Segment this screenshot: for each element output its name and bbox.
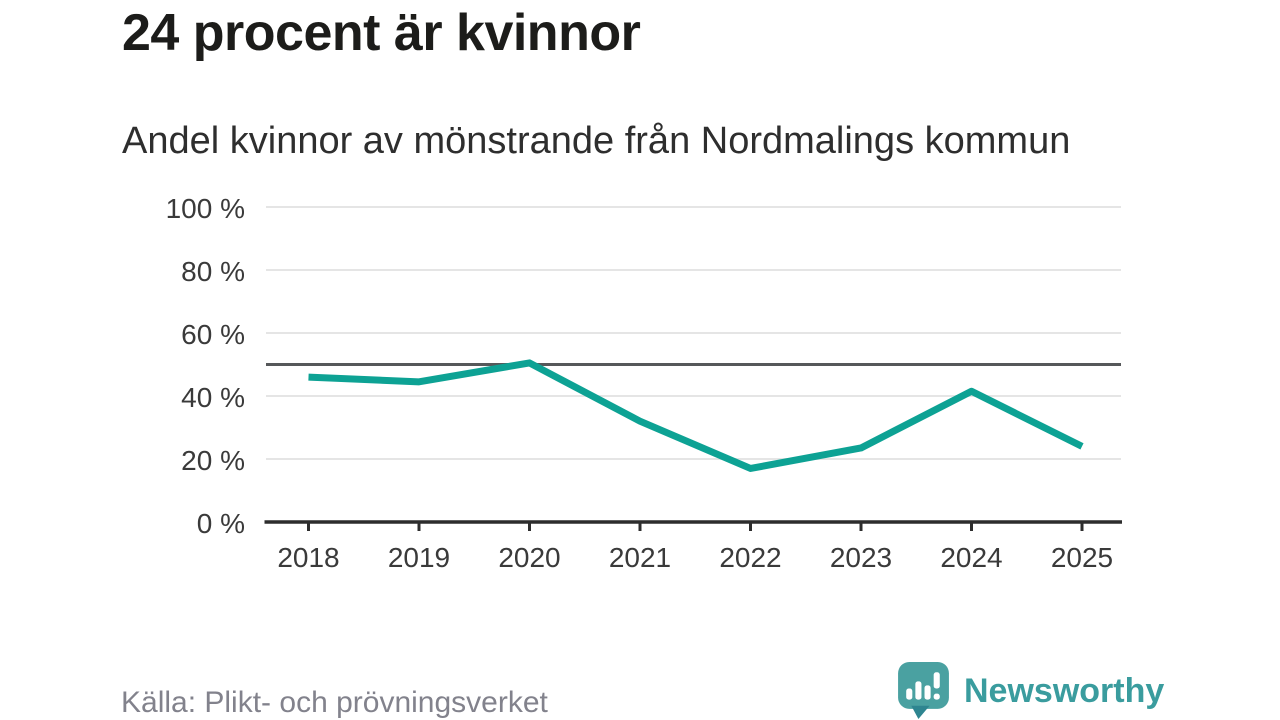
x-axis-label-2018: 2018	[277, 542, 339, 573]
x-axis-label-2021: 2021	[609, 542, 671, 573]
chart-subtitle: Andel kvinnor av mönstrande från Nordmal…	[122, 120, 1071, 162]
y-axis-label-100: 100 %	[166, 193, 245, 224]
logo-bars	[906, 672, 940, 700]
y-axis-label-0: 0 %	[197, 508, 245, 539]
newsworthy-logo-text: Newsworthy	[964, 672, 1165, 710]
y-axis-label-60: 60 %	[181, 319, 245, 350]
x-axis-label-2024: 2024	[940, 542, 1002, 573]
x-axis-label-2025: 2025	[1051, 542, 1113, 573]
x-axis-label-2019: 2019	[388, 542, 450, 573]
x-axis-label-2022: 2022	[719, 542, 781, 573]
y-axis-label-80: 80 %	[181, 256, 245, 287]
x-axis-label-2023: 2023	[830, 542, 892, 573]
source-note: Källa: Plikt- och prövningsverket	[121, 686, 548, 719]
data-line-andel-kvinnor	[308, 359, 1084, 472]
y-axis-label-20: 20 %	[181, 445, 245, 476]
newsworthy-logo-icon	[898, 662, 949, 719]
x-axis-label-2020: 2020	[498, 542, 560, 573]
y-axis-label-40: 40 %	[181, 382, 245, 413]
chart-title: 24 procent är kvinnor	[122, 4, 641, 62]
line-chart: 0 % 20 % 40 % 60 % 80 % 100 % 2018 2019 2020 2021…	[166, 193, 1122, 573]
newsworthy-logo: Newsworthy	[895, 660, 1164, 719]
